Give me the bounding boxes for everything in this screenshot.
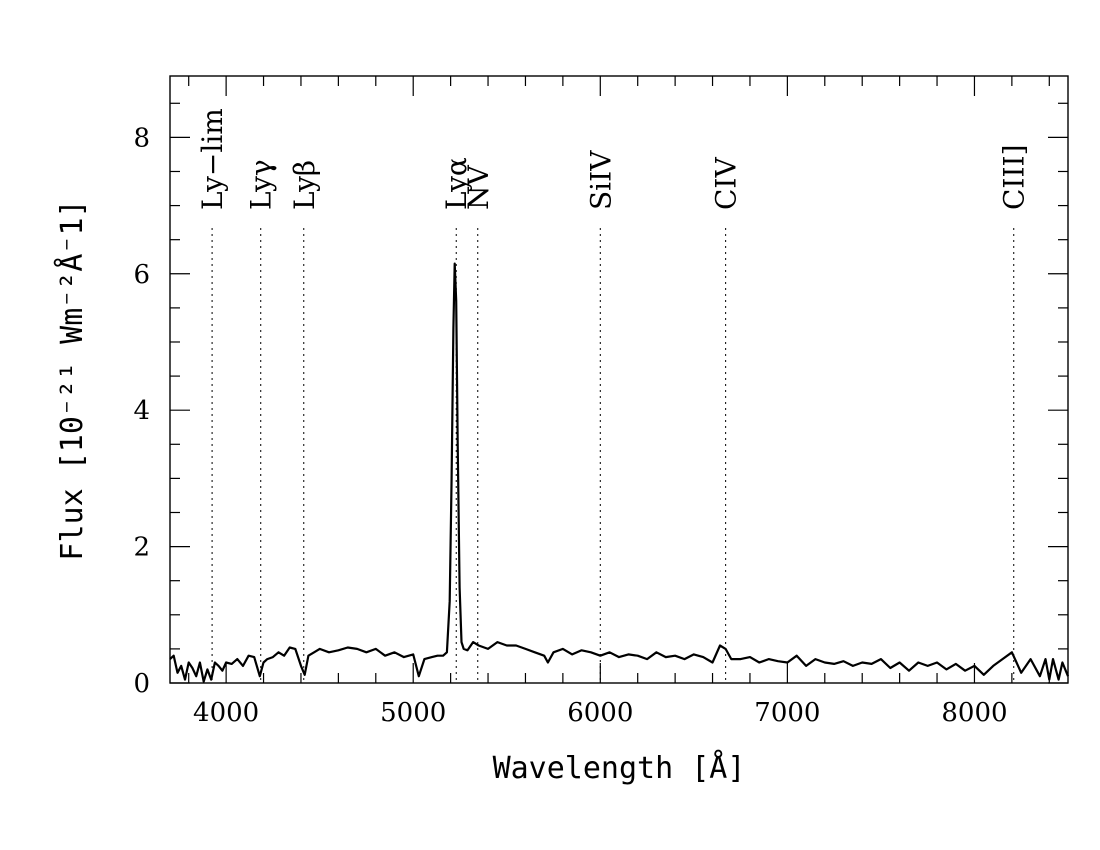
- y-tick-label: 0: [133, 669, 150, 699]
- y-axis-title: Flux [10⁻²¹ Wm⁻²Å⁻1]: [54, 199, 90, 560]
- axis-ticks: [170, 76, 1068, 684]
- emission-line-label: CIV: [710, 157, 743, 210]
- emission-line-label: Ly−lim: [196, 108, 229, 210]
- tick-labels: 4000 5000 6000 7000 8000 0 2 4 6 8: [133, 123, 1007, 728]
- emission-line-label: SiIV: [584, 150, 617, 210]
- emission-line-label: Lyβ: [288, 160, 321, 210]
- y-tick-label: 8: [133, 123, 150, 153]
- y-tick-label: 6: [133, 260, 150, 290]
- emission-line-label: Lyγ: [245, 159, 278, 210]
- x-tick-label: 6000: [567, 698, 633, 728]
- x-tick-label: 5000: [380, 698, 446, 728]
- x-tick-label: 4000: [193, 698, 259, 728]
- emission-line-label: NV: [462, 165, 495, 211]
- x-tick-label: 8000: [941, 698, 1007, 728]
- x-axis-title: Wavelength [Å]: [493, 750, 746, 786]
- y-tick-label: 2: [133, 533, 150, 563]
- x-tick-label: 7000: [754, 698, 820, 728]
- plot-frame: [169, 75, 1069, 684]
- emission-line-markers: [211, 228, 1015, 683]
- spectrum-series-line: [169, 262, 1070, 683]
- emission-line-label: CIII]: [998, 144, 1031, 210]
- y-tick-label: 4: [133, 396, 150, 426]
- emission-line-label: Lyα: [440, 157, 473, 210]
